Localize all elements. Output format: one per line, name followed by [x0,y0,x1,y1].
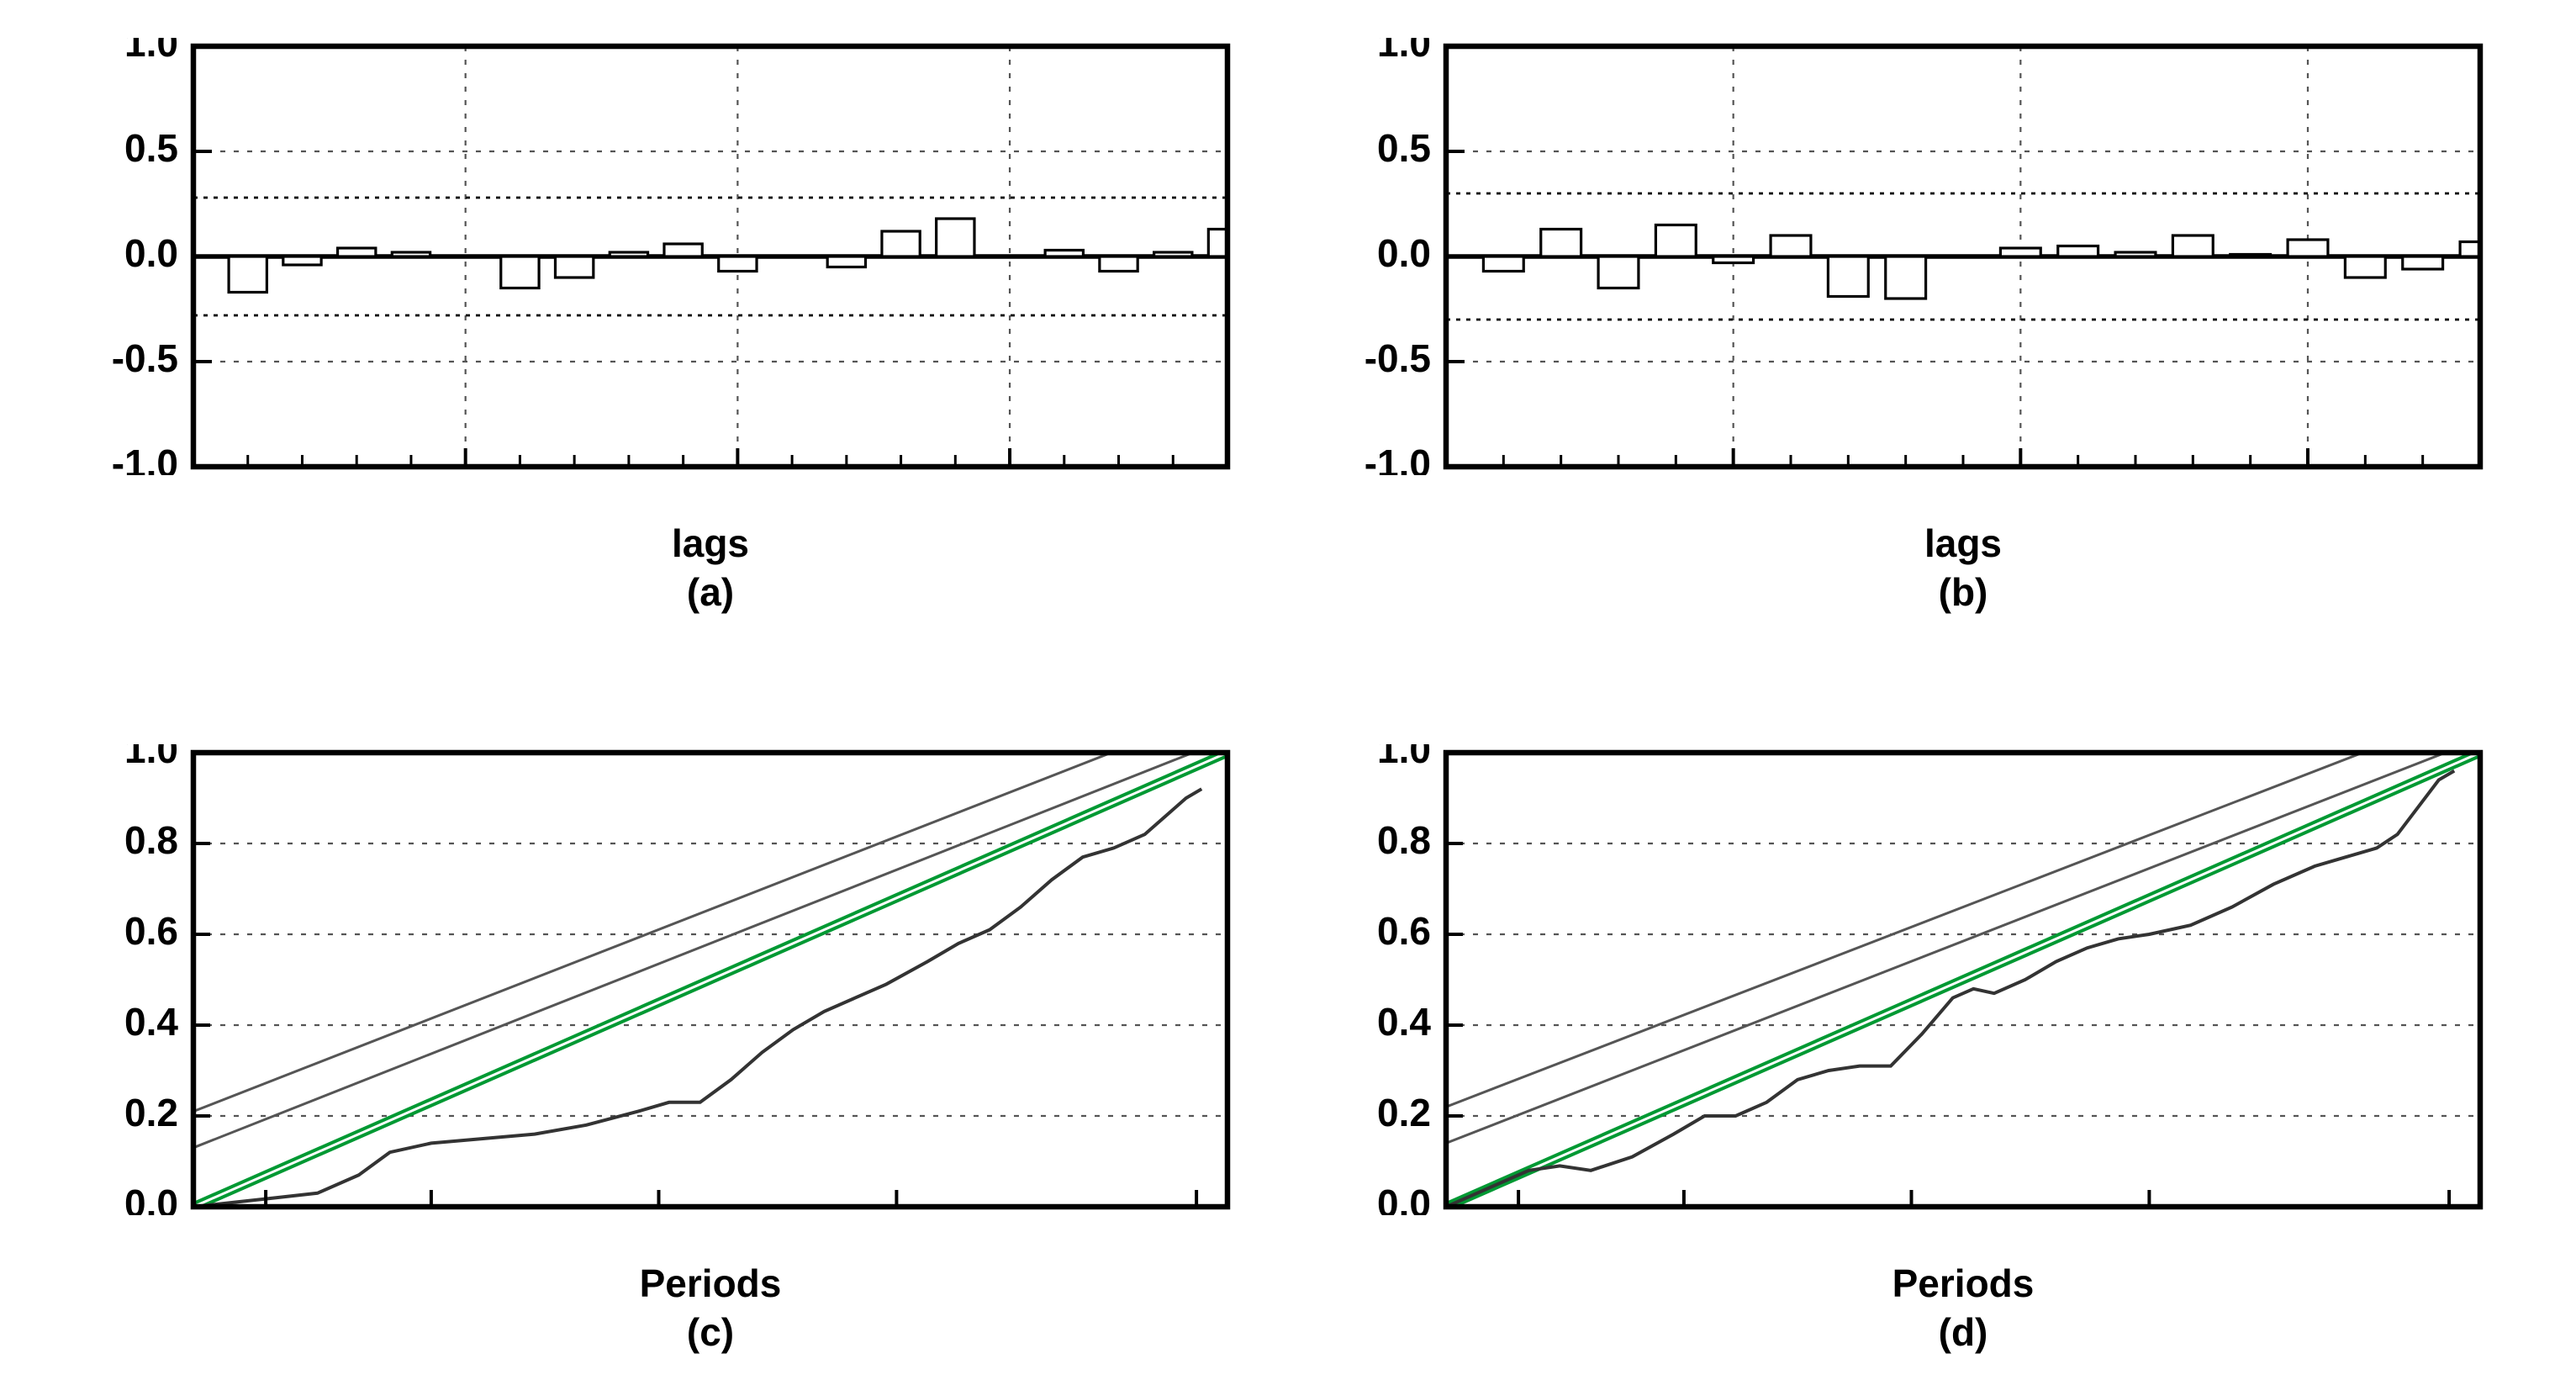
panel-a-sublabel: (a) [193,569,1227,615]
panel-b: -1.0 -0.5 0.0 0.5 1.0 0 5 10 15 [1328,38,2489,475]
svg-text:0.2: 0.2 [124,1091,178,1134]
panel-b-sublabel: (b) [1446,569,2480,615]
svg-text:1.0: 1.0 [1377,744,1431,771]
svg-text:30: 30 [1497,1213,1540,1215]
svg-text:0.0: 0.0 [1377,231,1431,275]
svg-text:5: 5 [648,1213,670,1215]
svg-text:10: 10 [409,1213,452,1215]
svg-text:0: 0 [182,473,204,475]
svg-text:0.6: 0.6 [124,909,178,953]
panel-c-xlabel: Periods [193,1261,1227,1306]
svg-text:0: 0 [1435,473,1457,475]
panel-a: -1.0 -0.5 0.0 0.5 1.0 0 5 10 15 [76,38,1236,475]
svg-text:-1.0: -1.0 [112,441,178,475]
panel-d-sublabel: (d) [1446,1309,2480,1355]
figure-root: -1.0 -0.5 0.0 0.5 1.0 0 5 10 15 lags (a) -1.0 -0.… [0,0,2576,1380]
svg-text:1.0: 1.0 [124,744,178,771]
svg-text:0.0: 0.0 [1377,1182,1431,1215]
svg-text:-0.5: -0.5 [112,336,178,380]
svg-text:3: 3 [2139,1213,2161,1215]
svg-text:15: 15 [2286,473,2329,475]
svg-text:0.0: 0.0 [124,1182,178,1215]
svg-text:10: 10 [716,473,759,475]
svg-text:0.8: 0.8 [1377,818,1431,862]
panel-b-xlabel: lags [1446,521,2480,566]
svg-text:0.5: 0.5 [124,126,178,170]
panel-d: 0.0 0.2 0.4 0.6 0.8 1.0 30 10 5 3 2 [1328,744,2489,1215]
panel-b-plot: -1.0 -0.5 0.0 0.5 1.0 0 5 10 15 [1328,38,2489,475]
svg-text:0.6: 0.6 [1377,909,1431,953]
svg-text:5: 5 [455,473,477,475]
svg-text:1.0: 1.0 [1377,38,1431,65]
svg-text:5: 5 [1723,473,1745,475]
svg-text:10: 10 [1999,473,2042,475]
svg-text:-1.0: -1.0 [1365,441,1431,475]
svg-text:2: 2 [1185,1213,1207,1215]
svg-text:0.4: 0.4 [124,1000,178,1044]
panel-d-xlabel: Periods [1446,1261,2480,1306]
panel-c-sublabel: (c) [193,1309,1227,1355]
svg-text:3: 3 [886,1213,908,1215]
svg-text:5: 5 [1901,1213,1923,1215]
svg-text:1.0: 1.0 [124,38,178,65]
svg-text:2: 2 [2438,1213,2460,1215]
svg-text:0.5: 0.5 [1377,126,1431,170]
svg-text:30: 30 [245,1213,288,1215]
svg-text:0.8: 0.8 [124,818,178,862]
svg-text:0.4: 0.4 [1377,1000,1431,1044]
panel-a-plot: -1.0 -0.5 0.0 0.5 1.0 0 5 10 15 [76,38,1236,475]
panel-c-plot: 0.0 0.2 0.4 0.6 0.8 1.0 30 10 5 3 2 [76,744,1236,1215]
svg-text:10: 10 [1662,1213,1705,1215]
svg-text:15: 15 [988,473,1031,475]
svg-text:-0.5: -0.5 [1365,336,1431,380]
svg-text:0.2: 0.2 [1377,1091,1431,1134]
panel-c: 0.0 0.2 0.4 0.6 0.8 1.0 30 10 5 3 2 [76,744,1236,1215]
svg-text:0.0: 0.0 [124,231,178,275]
panel-d-plot: 0.0 0.2 0.4 0.6 0.8 1.0 30 10 5 3 2 [1328,744,2489,1215]
panel-a-xlabel: lags [193,521,1227,566]
